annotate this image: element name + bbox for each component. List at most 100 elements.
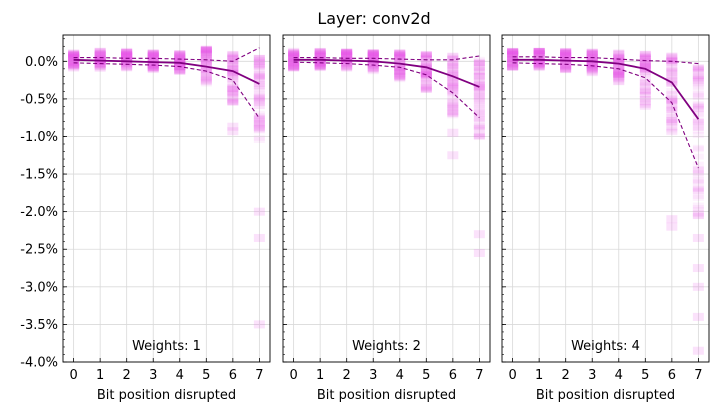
scatter-point [613, 69, 625, 76]
scatter-point [560, 59, 572, 66]
scatter-point [68, 62, 80, 69]
scatter-point [253, 58, 265, 65]
scatter-point [253, 96, 265, 103]
scatter-point [147, 57, 159, 64]
scatter-point [473, 133, 485, 140]
scatter-point [367, 53, 379, 60]
scatter-point [227, 96, 239, 103]
scatter-point [341, 49, 353, 56]
scatter-point [367, 56, 379, 63]
scatter-point [68, 63, 80, 70]
outlier-point [473, 249, 485, 257]
scatter-point [121, 65, 133, 72]
scatter-point [147, 49, 159, 56]
scatter-point [94, 55, 106, 62]
scatter-point [68, 62, 80, 69]
scatter-point [639, 50, 651, 57]
scatter-point [394, 62, 406, 69]
scatter-point [253, 62, 265, 69]
scatter-point [447, 55, 459, 62]
scatter-point [200, 78, 212, 85]
scatter-point [174, 67, 186, 74]
scatter-point [586, 59, 598, 66]
scatter-point [692, 67, 704, 74]
scatter-point [314, 52, 326, 59]
scatter-point [507, 48, 519, 55]
scatter-point [174, 61, 186, 68]
scatter-point [586, 70, 598, 77]
scatter-point [147, 63, 159, 70]
scatter-point [121, 53, 133, 60]
scatter-point [367, 66, 379, 73]
scatter-point [560, 61, 572, 68]
scatter-point [200, 57, 212, 64]
scatter-point [533, 49, 545, 56]
scatter-point [507, 58, 519, 65]
scatter-point [447, 104, 459, 111]
scatter-point [288, 65, 300, 72]
scatter-point [692, 153, 704, 160]
scatter-point [692, 100, 704, 107]
scatter-point [288, 63, 300, 70]
scatter-point [692, 184, 704, 191]
scatter-point [507, 55, 519, 62]
scatter-point [473, 99, 485, 106]
scatter-point [586, 52, 598, 59]
scatter-point [341, 48, 353, 55]
scatter-point [147, 52, 159, 59]
scatter-point [473, 63, 485, 70]
scatter-point [613, 62, 625, 69]
scatter-point [560, 65, 572, 72]
scatter-point [394, 73, 406, 80]
scatter-point [613, 68, 625, 75]
scatter-point [288, 51, 300, 58]
scatter-point [507, 63, 519, 70]
scatter-point [314, 61, 326, 68]
scatter-point [147, 63, 159, 70]
scatter-point [507, 63, 519, 70]
scatter-point [473, 72, 485, 79]
scatter-point [447, 88, 459, 95]
scatter-point [367, 64, 379, 71]
scatter-point [507, 48, 519, 55]
scatter-point [174, 57, 186, 64]
scatter-point [341, 52, 353, 59]
scatter-point [288, 61, 300, 68]
scatter-point [507, 63, 519, 70]
scatter-point [666, 116, 678, 123]
scatter-point [639, 58, 651, 65]
scatter-point [394, 65, 406, 72]
scatter-point [692, 64, 704, 71]
scatter-point [121, 56, 133, 63]
scatter-point [174, 61, 186, 68]
scatter-point [147, 56, 159, 63]
scatter-point [586, 48, 598, 55]
scatter-point [367, 60, 379, 67]
scatter-point [560, 58, 572, 65]
scatter-point [560, 48, 572, 55]
scatter-point [94, 51, 106, 58]
scatter-point [200, 48, 212, 55]
scatter-point [174, 57, 186, 64]
scatter-point [447, 108, 459, 115]
scatter-point [94, 63, 106, 70]
scatter-point [314, 63, 326, 70]
scatter-point [253, 120, 265, 127]
scatter-point [288, 63, 300, 70]
scatter-point [692, 177, 704, 184]
scatter-point [200, 47, 212, 54]
scatter-point [68, 58, 80, 65]
scatter-point [253, 110, 265, 117]
scatter-point [533, 47, 545, 54]
scatter-point [473, 93, 485, 100]
scatter-point [560, 56, 572, 63]
scatter-point [692, 80, 704, 87]
scatter-point [692, 83, 704, 90]
scatter-point [692, 210, 704, 217]
scatter-point [586, 60, 598, 67]
scatter-point [586, 62, 598, 69]
scatter-point [394, 50, 406, 57]
scatter-point [227, 65, 239, 72]
scatter-point [94, 55, 106, 62]
scatter-point [560, 67, 572, 74]
